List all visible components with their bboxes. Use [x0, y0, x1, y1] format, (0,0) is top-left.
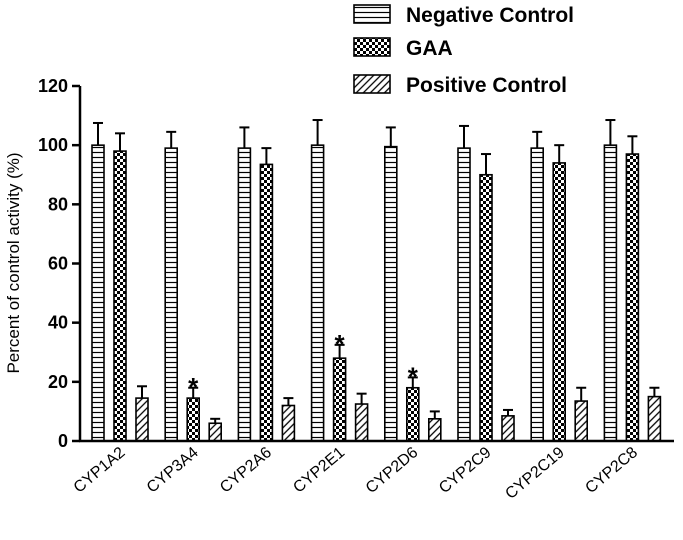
bar-negative-control-cyp2c8: [603, 144, 618, 442]
y-tick-label: 80: [48, 194, 68, 214]
x-category-label: CYP2E1: [290, 444, 348, 497]
x-category-label: CYP2C19: [502, 444, 568, 503]
y-axis-ticks: 0 20 40 60 80 100 120: [38, 76, 80, 451]
y-tick-label: 100: [38, 135, 68, 155]
bar-positive-control-cyp2a6: [281, 404, 296, 442]
bar-negative-control-cyp2a6: [237, 147, 252, 442]
x-category-label: CYP3A4: [144, 444, 202, 497]
bar-positive-control-cyp2c19: [574, 400, 589, 442]
axes: [78, 86, 674, 443]
bar-negative-control-cyp1a2: [91, 144, 105, 442]
bar-positive-control-cyp2c9: [501, 415, 515, 442]
bar-positive-control-cyp2e1: [354, 403, 369, 442]
legend: Negative Control GAA Positive Control: [353, 4, 574, 97]
y-tick-label: 120: [38, 76, 68, 96]
significance-star: *: [408, 361, 419, 391]
legend-swatch: [353, 4, 391, 24]
y-axis-label: Percent of control activity (%): [4, 152, 23, 373]
significance-star: *: [188, 372, 199, 402]
bar-gaa-cyp2c8: [625, 153, 640, 442]
x-category-label: CYP2C8: [582, 444, 641, 497]
y-tick-label: 40: [48, 313, 68, 333]
bar-positive-control-cyp3a4: [208, 422, 222, 442]
bar-negative-control-cyp2c9: [457, 147, 471, 442]
legend-swatch: [353, 37, 391, 57]
bar-negative-control-cyp2c19: [530, 147, 545, 442]
bar-gaa-cyp3a4: [186, 397, 200, 442]
bar-gaa-cyp2a6: [259, 163, 274, 442]
significance-star: *: [335, 329, 346, 359]
bar-gaa-cyp1a2: [113, 150, 127, 442]
significance-markers: * * *: [188, 329, 419, 402]
bar-gaa-cyp2e1: [332, 357, 347, 442]
legend-label: GAA: [406, 37, 453, 60]
bar-positive-control-cyp1a2: [135, 397, 149, 442]
bar-negative-control-cyp3a4: [164, 147, 178, 442]
bars: [91, 144, 662, 442]
y-tick-label: 60: [48, 254, 68, 274]
bar-positive-control-cyp2c8: [647, 395, 662, 442]
x-category-label: CYP2A6: [217, 444, 275, 497]
legend-label: Negative Control: [406, 4, 574, 27]
x-category-label: CYP2D6: [363, 444, 422, 497]
x-category-label: CYP2C9: [436, 444, 495, 497]
bar-gaa-cyp2d6: [405, 386, 420, 442]
legend-swatch: [353, 74, 391, 94]
bar-negative-control-cyp2e1: [310, 144, 325, 442]
y-tick-label: 20: [48, 372, 68, 392]
bar-positive-control-cyp2d6: [427, 418, 442, 442]
bar-gaa-cyp2c19: [552, 162, 567, 442]
y-tick-label: 0: [58, 431, 68, 451]
error-bars: [93, 119, 660, 424]
bar-negative-control-cyp2d6: [383, 145, 398, 442]
legend-label: Positive Control: [406, 74, 567, 97]
x-axis-categories: CYP1A2 CYP3A4 CYP2A6 CYP2E1 CYP2D6 CYP2C9 CYP2…: [71, 444, 641, 503]
x-category-label: CYP1A2: [71, 444, 129, 497]
bar-gaa-cyp2c9: [479, 173, 493, 442]
